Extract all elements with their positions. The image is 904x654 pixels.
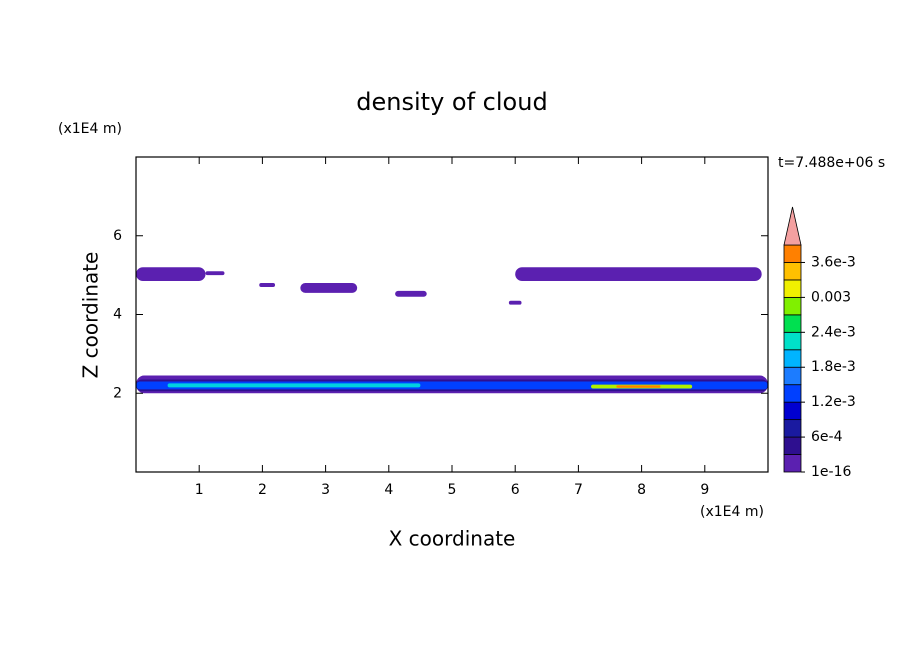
cloud-patch	[508, 300, 522, 305]
cloud-patch	[136, 267, 206, 282]
colorbar-tick-label: 1e-16	[811, 464, 851, 480]
colorbar-tick-label: 0.003	[811, 289, 851, 305]
x-tick-label: 4	[384, 482, 393, 498]
x-tick-label: 7	[574, 482, 583, 498]
x-tick-label: 1	[195, 482, 204, 498]
cloud-patch	[515, 267, 762, 282]
cloud-patch	[259, 283, 276, 287]
cloud-patch	[300, 283, 358, 293]
colorbar-tick-label: 1.2e-3	[811, 394, 856, 410]
cloud-patch	[205, 271, 225, 276]
colorbar-extend	[783, 206, 802, 246]
colorbar-tick-label: 6e-4	[811, 429, 843, 445]
x-axis-label: X coordinate	[389, 527, 516, 551]
colorbar-band	[783, 401, 802, 421]
colorbar-band	[783, 296, 802, 316]
colorbar-band	[783, 349, 802, 368]
x-tick-label: 3	[321, 482, 330, 498]
x-tick-label: 8	[637, 482, 646, 498]
cloud-patch	[395, 290, 427, 297]
x-tick-label: 6	[511, 482, 520, 498]
colorbar-tick-label: 1.8e-3	[811, 359, 856, 375]
colorbar-band	[783, 384, 802, 403]
colorbar-band	[783, 262, 802, 281]
colorbar-band	[783, 279, 802, 298]
colorbar-band	[783, 314, 802, 333]
y-tick-label: 6	[113, 228, 122, 244]
colorbar-tick-label: 3.6e-3	[811, 254, 856, 270]
colorbar-band	[783, 366, 802, 386]
x-unit: (x1E4 m)	[700, 504, 764, 520]
y-tick-label: 2	[113, 385, 122, 401]
x-tick-label: 5	[448, 482, 457, 498]
colorbar-band	[783, 436, 802, 455]
y-unit: (x1E4 m)	[58, 121, 122, 137]
plot-frame	[135, 156, 769, 473]
y-tick-label: 4	[113, 307, 122, 323]
x-tick-label: 2	[258, 482, 267, 498]
colorbar-band	[783, 419, 802, 438]
cloud-patch	[616, 385, 661, 388]
chart-title: density of cloud	[356, 88, 547, 116]
colorbar-band	[783, 454, 802, 473]
colorbar-band	[783, 331, 802, 351]
y-axis-label: Z coordinate	[79, 252, 103, 379]
time-annotation: t=7.488e+06 s	[778, 155, 885, 171]
x-tick-label: 9	[700, 482, 709, 498]
colorbar-band	[783, 244, 802, 263]
colorbar-tick-label: 2.4e-3	[811, 324, 856, 340]
cloud-patch	[167, 383, 421, 388]
